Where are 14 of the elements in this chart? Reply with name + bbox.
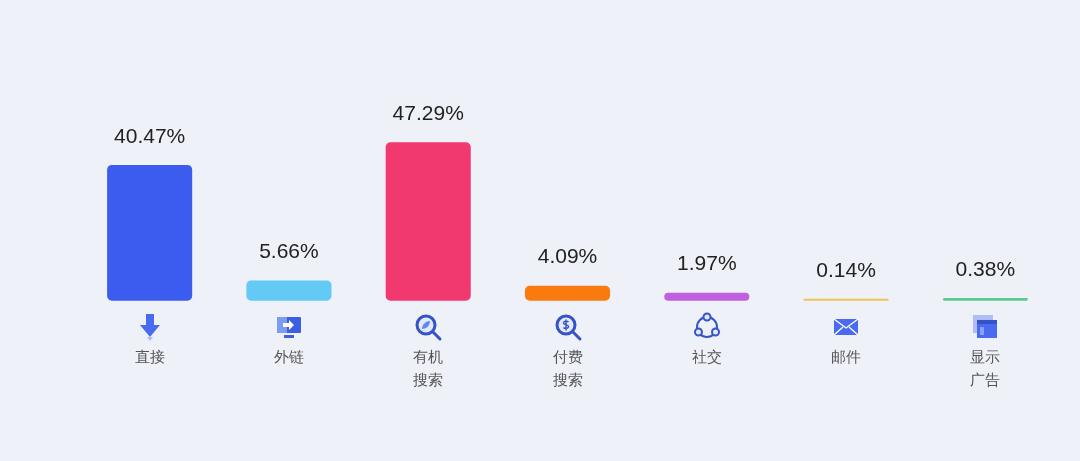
x-tick-label: 直接 bbox=[134, 347, 165, 365]
data-label: 40.47% bbox=[114, 123, 186, 147]
data-label: 0.38% bbox=[955, 256, 1016, 280]
data-label: 4.09% bbox=[537, 244, 598, 268]
x-tick-label: 外链 bbox=[273, 347, 304, 365]
data-label: 5.66% bbox=[259, 239, 319, 263]
x-tick-label: 付费搜索 bbox=[551, 347, 583, 388]
x-tick-label: 邮件 bbox=[831, 347, 862, 365]
x-tick-label: 社交 bbox=[691, 347, 722, 365]
data-label: 0.14% bbox=[816, 257, 876, 281]
x-tick-label: 显示广告 bbox=[970, 347, 1001, 388]
x-tick-label: 有机搜索 bbox=[413, 347, 444, 388]
data-label: 47.29% bbox=[392, 101, 464, 124]
data-label: 1.97% bbox=[677, 251, 737, 275]
